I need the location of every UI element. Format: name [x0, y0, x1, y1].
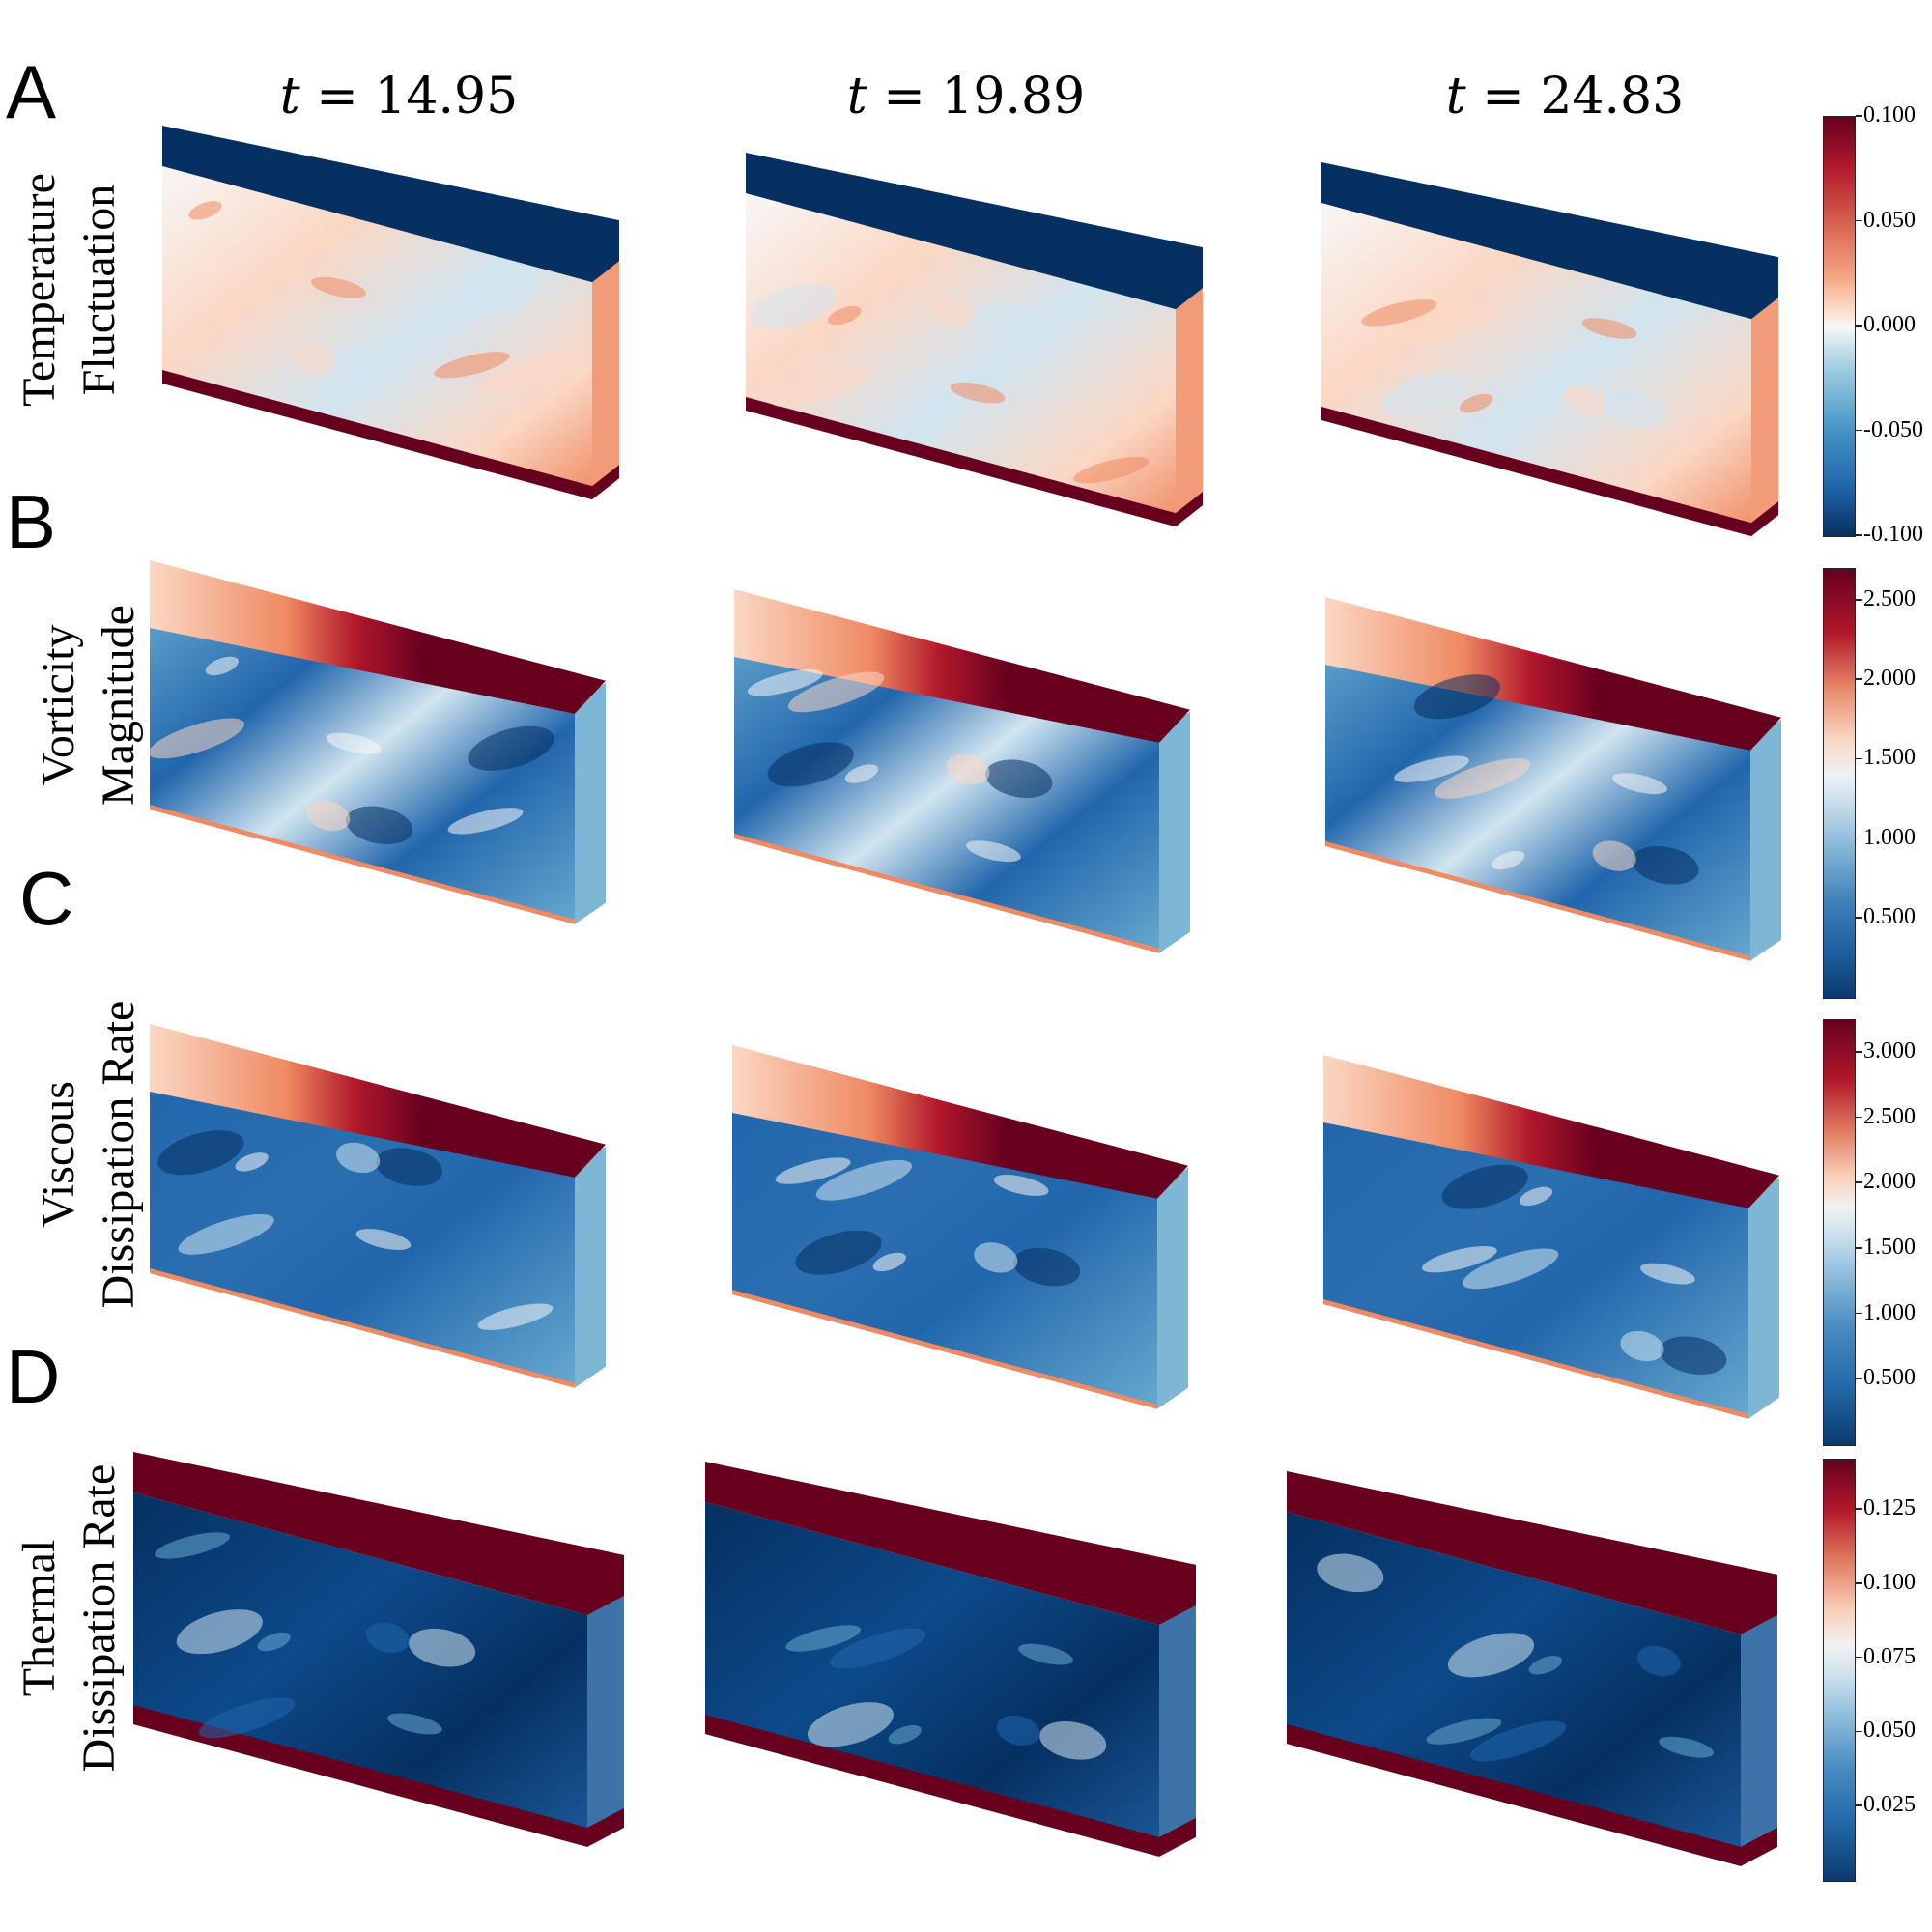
- colorbar-tick-label: 1.000: [1863, 1299, 1916, 1325]
- colorbar-tick-label: 0.000: [1863, 312, 1916, 337]
- panel-letter-a: A: [6, 49, 57, 134]
- colorbar-temperature: [1823, 116, 1856, 537]
- colorbar-tick-label: 0.050: [1863, 1718, 1916, 1744]
- colorbar-tick-mark: [1856, 837, 1862, 839]
- colorbar-tick-label: 0.050: [1863, 207, 1916, 233]
- colorbar-tick-label: 0.075: [1863, 1643, 1916, 1669]
- colorbar-tick-mark: [1856, 917, 1862, 919]
- colorbar-tick-mark: [1856, 1181, 1862, 1183]
- colorbar-tick-label: 2.500: [1863, 1103, 1916, 1129]
- colorbar-tick-mark: [1856, 1730, 1862, 1733]
- colorbar-tick-label: 0.100: [1863, 102, 1916, 128]
- panel-letter-c: C: [19, 856, 74, 941]
- colorbar-tick-label: 2.000: [1863, 1169, 1916, 1195]
- colorbar-tick-mark: [1856, 1051, 1862, 1053]
- colorbar-tick-label: 0.500: [1863, 1365, 1916, 1391]
- colorbar-vorticity: [1823, 568, 1856, 999]
- colorbar-tick-mark: [1856, 534, 1862, 536]
- colorbar-tick-mark: [1856, 1656, 1862, 1659]
- colorbar-tick-mark: [1856, 1116, 1862, 1119]
- colorbar-tick-label: 3.000: [1863, 1037, 1916, 1064]
- colorbar-tick-mark: [1856, 219, 1862, 222]
- colorbar-tick-label: 0.025: [1863, 1792, 1916, 1818]
- colorbar-tick-mark: [1856, 429, 1862, 432]
- colorbar-tick-label: 0.100: [1863, 1569, 1916, 1595]
- colorbar-tick-mark: [1856, 1582, 1862, 1584]
- colorbar-tick-mark: [1856, 599, 1862, 601]
- colorbar-thermal: [1823, 1459, 1856, 1882]
- colorbar-tick-mark: [1856, 1804, 1862, 1806]
- colorbar-tick-label: 1.500: [1863, 745, 1916, 771]
- colorbar-tick-label: 2.000: [1863, 666, 1916, 692]
- colorbar-tick-mark: [1856, 1378, 1862, 1380]
- time-label-2: t = 19.89: [846, 68, 1086, 126]
- colorbar-tick-mark: [1856, 115, 1862, 117]
- colorbar-tick-label: 1.500: [1863, 1234, 1916, 1260]
- colorbar-tick-label: 0.500: [1863, 903, 1916, 929]
- colorbar-tick-mark: [1856, 1247, 1862, 1249]
- colorbar-tick-label: 2.500: [1863, 585, 1916, 611]
- colorbar-tick-label: -0.050: [1863, 416, 1923, 442]
- time-label-1: t = 14.95: [279, 68, 519, 126]
- colorbar-tick-label: -0.100: [1863, 522, 1923, 547]
- panel-letter-d: D: [6, 1334, 61, 1419]
- panel-letter-b: B: [6, 479, 57, 564]
- colorbar-tick-mark: [1856, 1508, 1862, 1510]
- colorbar-tick-label: 1.000: [1863, 824, 1916, 850]
- colorbar-viscous: [1823, 1019, 1856, 1446]
- colorbar-tick-mark: [1856, 757, 1862, 760]
- colorbar-tick-mark: [1856, 325, 1862, 327]
- time-label-3: t = 24.83: [1445, 68, 1685, 126]
- colorbar-tick-mark: [1856, 678, 1862, 680]
- colorbar-tick-mark: [1856, 1312, 1862, 1315]
- colorbar-tick-label: 0.125: [1863, 1495, 1916, 1521]
